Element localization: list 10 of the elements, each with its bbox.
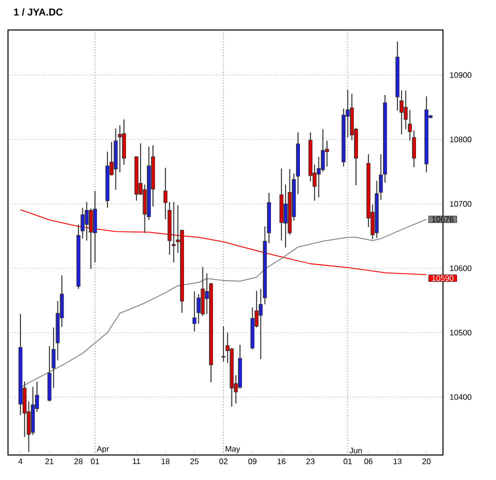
candlestick (88, 208, 93, 270)
candlestick (118, 124, 122, 173)
candlestick (192, 290, 196, 332)
line-series (20, 209, 427, 276)
candlestick (320, 128, 325, 172)
candlestick (258, 288, 263, 360)
candlestick (172, 201, 176, 263)
candlestick (84, 201, 89, 242)
candlestick (221, 326, 226, 362)
chart-title: 1 / JYA.DC (14, 8, 63, 16)
